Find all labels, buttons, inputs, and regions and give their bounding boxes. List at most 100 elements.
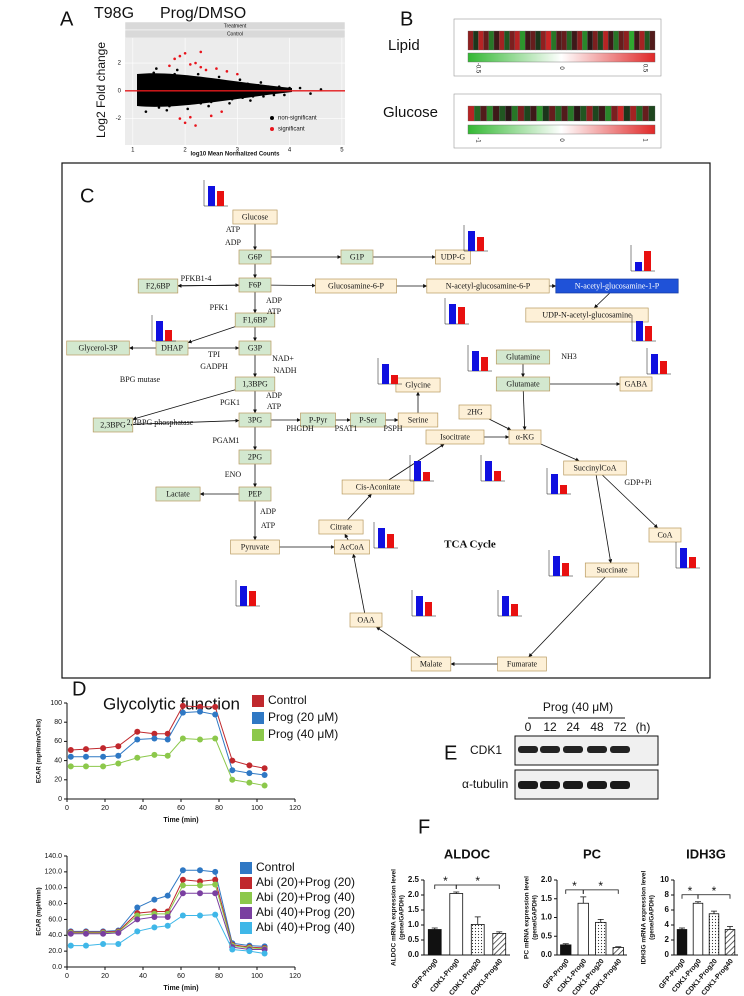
mini-axis [151,315,176,342]
pathway-arrow [376,626,421,658]
y-axis-label: Log2 Fold change [94,42,108,138]
metabolite-label: Succinate [596,565,628,574]
series-marker [246,948,253,955]
y-axis-label: ALDOC mRNA expression level [391,869,398,966]
y-tick-label: 60.0 [48,916,62,923]
heatmap-cell [576,30,583,51]
point [178,100,182,104]
point [236,82,239,86]
x-axis-label: Time (min) [163,985,198,992]
heatmap-cell [550,30,557,51]
series-marker [246,770,253,777]
heatmap-cell [592,105,600,122]
enzyme-label: ADP [266,296,283,305]
metabolite-label: UDP-N-acetyl-glucosamine [542,310,632,319]
heatmap-cell [618,30,624,51]
metabolite-box [508,429,542,445]
y-tick-label: 0.5 [408,935,420,944]
band [587,746,607,753]
bar [676,929,688,956]
heatmap-cell [555,105,562,122]
mini-axis [444,298,469,325]
series-marker [100,941,107,948]
x-axis-label: log10 Mean Normalized Counts [190,152,280,158]
metabolite-label: F1,6BP [243,315,268,324]
series-marker [115,760,122,767]
legend-swatch [240,922,252,934]
mini-bar [416,596,423,616]
y-tick-label: 1.0 [541,913,553,922]
x-tick-label: 40 [139,973,147,980]
heatmap-cell [517,105,525,122]
heatmap-cell [592,30,599,51]
point [217,75,221,79]
enzyme-label: PHGDH [286,424,314,433]
mini-axis [373,522,398,549]
metabolite-box [425,429,485,445]
significance-bracket [582,889,619,894]
mini-bar [156,321,163,341]
significance-star: * [712,884,717,898]
point [246,82,250,86]
heatmap-cell [636,105,643,122]
metabolite-box [238,277,272,293]
point [178,117,182,120]
point [215,67,218,70]
series-marker [151,735,158,742]
heatmap-cell [480,105,487,122]
x-tick-label: CDK1-Prog40 [589,958,623,996]
mini-bar [217,191,224,206]
significance-star: * [572,879,577,893]
series-marker [134,916,141,923]
y-tick-label: 2.0 [408,890,420,899]
metabolite-label: F2,6BP [146,281,171,290]
series-marker [212,868,219,875]
metabolite-box [234,376,276,392]
series-marker [67,753,74,760]
point [204,79,208,83]
bar [560,944,572,956]
bar [724,929,736,956]
point [144,110,148,113]
blot-box [514,735,659,766]
heatmap-cell [483,30,489,51]
point [183,121,187,125]
mini-axis [497,590,522,617]
enzyme-label: ATP [226,225,241,234]
series-marker [197,736,203,743]
x-tick-label: 5 [340,148,344,154]
series-marker [197,912,203,919]
heatmap-cell [492,105,500,122]
series-line [70,711,265,776]
metabolite-box [318,519,364,535]
y-axis-label: ECAR (mpH/min/Cells) [37,719,43,783]
metabolite-box [300,412,336,428]
point [155,67,158,70]
band [563,781,583,789]
point [238,78,242,81]
mini-bar [644,251,651,271]
enzyme-label: PGK1 [220,398,240,407]
western-blot: Prog (40 μM) (h) CDK1 α-tubulin 0 12 24 48 7… [462,700,659,800]
y-tick-label: 8 [665,890,670,899]
heatmap-cell [566,30,573,51]
legend-swatch [252,712,264,724]
strip-label: Control [227,31,243,37]
y-tick-label: 120.0 [44,869,62,876]
series-marker [179,890,186,897]
point [199,65,203,69]
heatmap-cell [545,30,552,51]
metabolite-label: 2,3BPG [100,420,126,429]
heatmap-cell [473,30,479,51]
heatmap-cell [478,30,484,51]
metabolite-box [435,249,471,265]
series-marker [212,711,219,718]
y-tick-label: 1.0 [408,920,420,929]
mini-bar [551,474,558,494]
metabolite-box [495,376,551,392]
lane-label: 0 [525,720,532,734]
mini-bar [477,237,484,251]
mini-bar [645,326,652,341]
y-tick-label: 20.0 [48,948,62,955]
series-marker [115,743,122,750]
